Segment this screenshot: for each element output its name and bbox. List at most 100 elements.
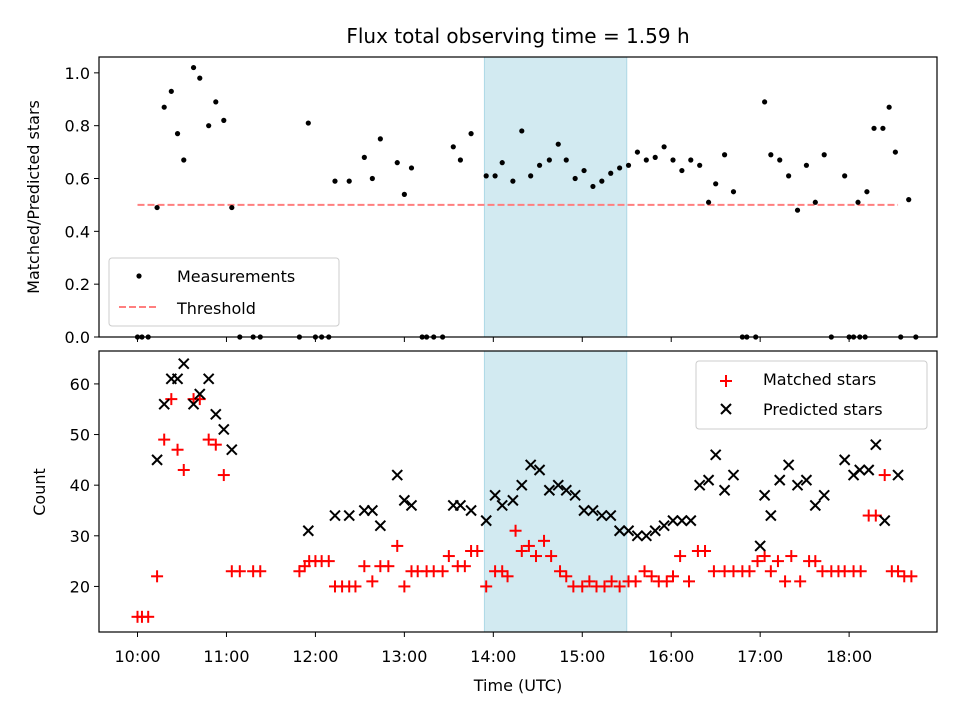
predicted-star-point [187,398,200,410]
matched-star-point [501,570,514,583]
predicted-star-point [854,464,866,476]
measurement-point [457,157,464,163]
matched-star-point [209,438,222,451]
measurement-point [346,178,352,184]
matched-star-point [391,539,404,552]
legend-matched-marker [720,375,732,387]
x-tick-label: 15:00 [559,647,605,666]
measurement-point [768,152,774,158]
matched-star-point [707,565,720,578]
matched-star-point [645,570,658,583]
measurement-point [499,160,505,166]
predicted-star-point [765,509,777,522]
predicted-star-point [226,444,238,456]
predicted-star-point [560,484,572,496]
measurement-point [174,131,181,137]
measurement-point [483,173,489,179]
measurement-point [864,189,870,195]
x-tick-label: 16:00 [648,647,694,666]
predicted-star-point [640,530,653,542]
measurement-point [643,157,649,163]
measurement-point [492,173,498,179]
y-tick-label: 40 [70,476,90,495]
y-tick-label: 0.4 [65,222,90,241]
measurement-point [880,125,886,131]
y-tick-label: 0.2 [65,275,90,294]
matched-star-point [605,575,618,588]
measurement-point [713,181,719,187]
x-axis-label: Time (UTC) [473,676,562,695]
x-tick-label: 12:00 [292,647,338,666]
predicted-star-point [718,484,731,496]
measurement-point [369,175,375,182]
matched-star-point [538,534,551,547]
legend-measurements-label: Measurements [177,267,295,286]
y-tick-label: 0.8 [65,117,90,136]
predicted-star-point [405,499,418,512]
x-tick-label: 10:00 [114,647,160,666]
x-tick-label: 17:00 [737,647,783,666]
measurement-point [608,170,614,176]
predicted-star-point [578,504,590,517]
measurement-point [197,75,203,81]
matched-star-point [560,570,573,583]
matched-star-point [293,565,306,578]
matched-star-point [171,443,184,456]
matched-star-point [854,565,867,578]
measurement-point [161,104,167,110]
predicted-star-point [391,469,403,481]
predicted-star-point [754,540,766,552]
measurement-point [221,117,227,123]
predicted-star-point [533,464,546,476]
predicted-star-point [552,479,564,491]
measurement-point [581,167,587,174]
measurement-point [794,207,801,213]
measurement-point [599,178,605,184]
predicted-star-point [587,504,599,517]
predicted-star-point [613,525,626,537]
ratio-axes-frame [98,56,938,338]
y-tick-label: 60 [70,375,90,394]
measurement-point [670,157,676,163]
matched-star-point [165,393,178,406]
matched-star-point [905,570,918,583]
measurement-point [168,88,174,94]
predicted-star-point [194,388,206,400]
matched-star-point [576,580,589,593]
measurement-point [401,191,407,197]
matched-star-point [254,565,267,578]
measurement-point [528,173,534,179]
predicted-star-point [631,530,644,542]
predicted-star-point [709,449,722,461]
predicted-star-point [818,489,830,502]
y-tick-label: 0.6 [65,170,90,189]
matched-star-point [699,544,712,557]
predicted-star-point [702,474,715,486]
matched-star-point [322,555,335,568]
y-tick-label: 30 [70,527,90,546]
measurement-point [892,149,898,155]
chart-title: Flux total observing time = 1.59 h [346,24,689,48]
measurement-point [855,199,861,205]
x-tick-label: 11:00 [203,647,249,666]
predicted-star-point [892,469,904,481]
matched-star-point [480,580,493,593]
predicted-star-point [366,504,379,517]
measurement-point [590,183,596,190]
matched-star-point [442,550,455,563]
matched-star-point [629,575,642,588]
measurement-point [786,173,792,179]
matched-star-point [217,469,230,482]
measurement-point [229,204,235,211]
measurement-point [617,165,623,171]
highlight-span-top [483,56,628,338]
predicted-star-point [782,459,795,471]
matched-star-point [515,544,528,557]
ratio-legend-box [108,257,340,327]
matched-star-point [779,575,792,588]
matched-star-point [674,550,687,563]
x-tick-label: 18:00 [826,647,872,666]
measurement-point [721,152,728,158]
matched-star-point [758,550,771,563]
ratio-x-ticks [137,337,850,342]
